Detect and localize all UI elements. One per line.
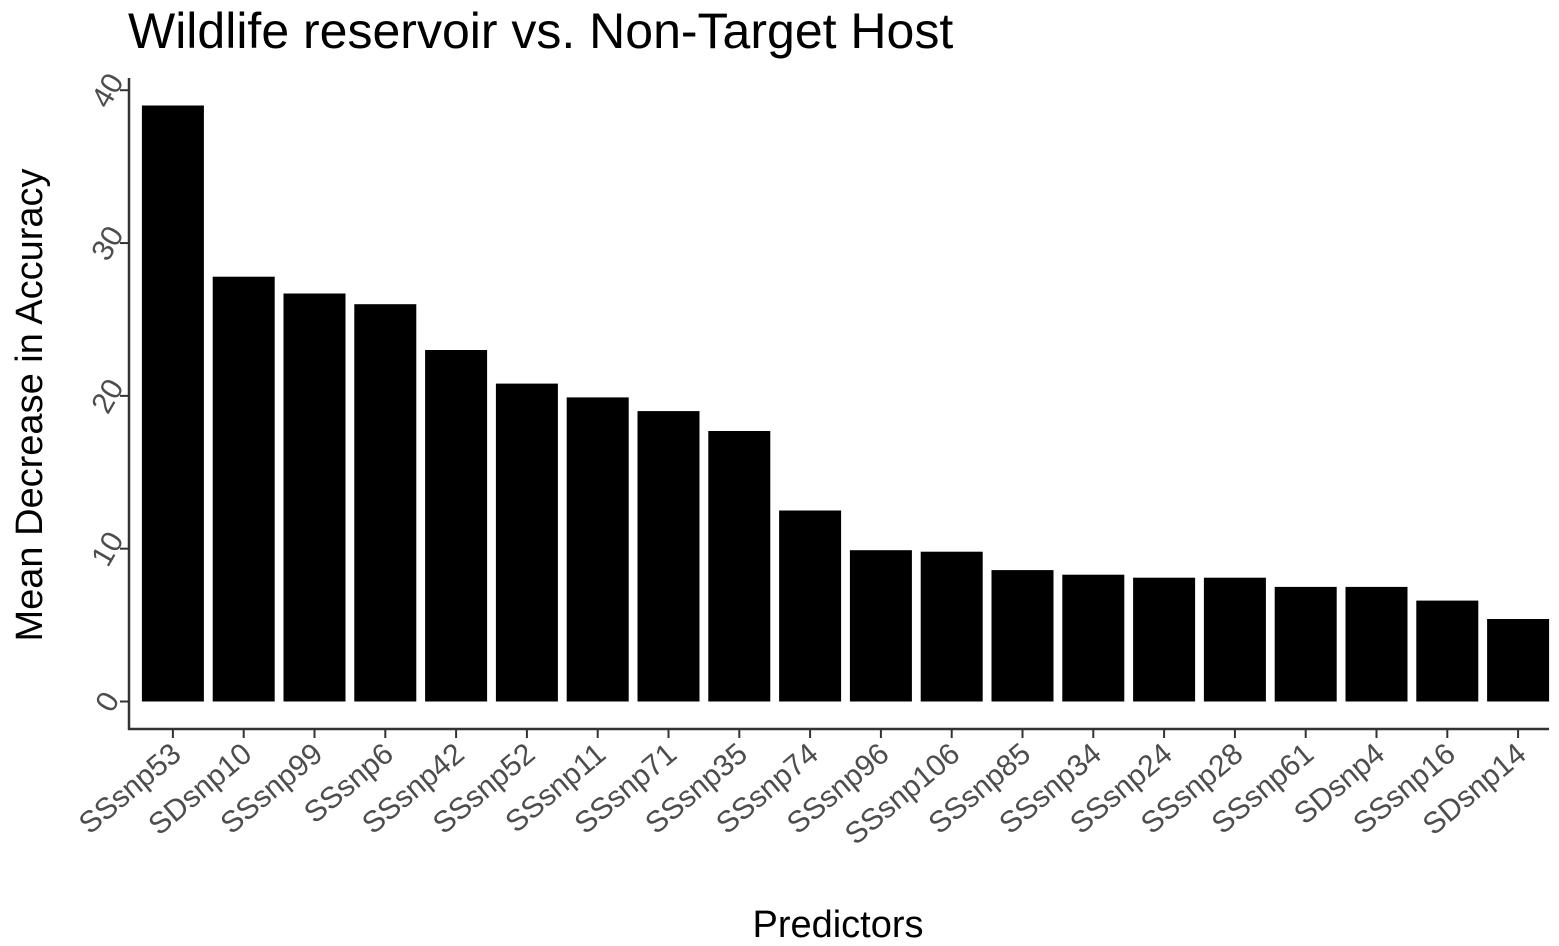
bar-SSsnp74 [779, 510, 842, 702]
bar-SSsnp52 [495, 383, 558, 702]
bar-SSsnp53 [141, 105, 204, 702]
bar-SSsnp24 [1133, 577, 1196, 702]
bar-SSsnp99 [283, 293, 346, 702]
bar-SSsnp61 [1274, 586, 1337, 702]
bar-SSsnp28 [1203, 577, 1266, 702]
bar-SSsnp85 [991, 570, 1054, 702]
bar-SSsnp42 [425, 350, 488, 702]
y-axis-ticks: 0 10 20 30 40 [85, 68, 130, 717]
bar-SSsnp34 [1062, 574, 1125, 702]
bar-SDsnp14 [1487, 619, 1550, 702]
y-tick-label: 40 [85, 68, 130, 113]
x-axis-ticks: SSsnp53SDsnp10SSsnp99SSsnp6SSsnp42SSsnp5… [73, 729, 1533, 851]
bar-SSsnp16 [1416, 600, 1479, 702]
y-tick-label: 10 [85, 526, 130, 571]
bar-SSsnp96 [849, 550, 912, 702]
chart-title: Wildlife reservoir vs. Non-Target Host [128, 3, 953, 59]
bar-SSsnp6 [354, 304, 417, 702]
x-axis-title: Predictors [752, 904, 923, 946]
bar-SSsnp106 [920, 551, 983, 702]
bar-SSsnp11 [566, 397, 629, 702]
bar-SDsnp10 [212, 276, 275, 702]
bar-SSsnp71 [637, 411, 700, 702]
bars-group [141, 105, 1550, 702]
y-tick-label: 0 [89, 687, 126, 718]
y-axis-title: Mean Decrease in Accuracy [9, 168, 51, 641]
y-tick-label: 30 [85, 221, 130, 266]
bar-SDsnp4 [1345, 586, 1408, 702]
bar-SSsnp35 [708, 431, 771, 702]
y-tick-label: 20 [85, 374, 130, 419]
